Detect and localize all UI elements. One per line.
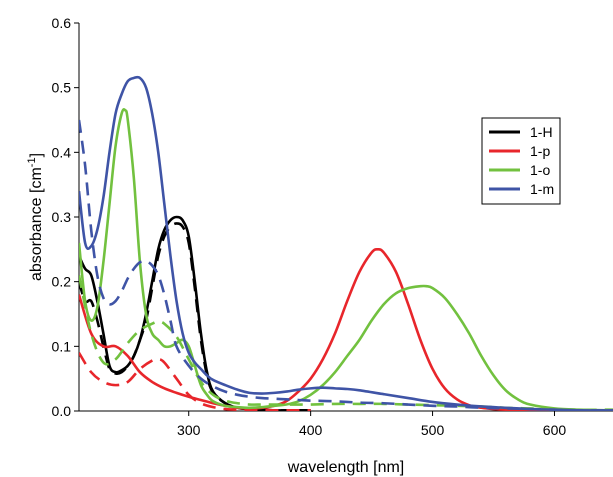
legend: 1-H 1-p 1-o 1-m (481, 117, 561, 205)
x-axis-title: wavelength [nm] (287, 459, 405, 476)
ticks: 0.0 0.1 0.2 0.3 0.4 0.5 0.6 300 400 500 600 (52, 15, 567, 438)
series-line-1-p (79, 248, 613, 411)
series-layer (79, 75, 613, 411)
y-axis-title-suffix: ] (28, 153, 45, 157)
x-tick-label: 600 (543, 422, 567, 438)
legend-label: 1-p (530, 143, 550, 159)
y-tick-label: 0.5 (52, 80, 72, 96)
y-tick-label: 0.2 (52, 274, 72, 290)
series-line-1-o (79, 107, 613, 411)
y-tick-label: 0.4 (52, 144, 72, 160)
y-axis-title: absorbance [cm-1] (26, 153, 45, 281)
x-tick-label: 300 (177, 422, 201, 438)
x-tick-label: 500 (421, 422, 445, 438)
series-line-1-p-dashed (79, 352, 311, 411)
legend-label: 1-o (530, 162, 550, 178)
series-line-1-h-dashed (79, 222, 311, 411)
y-tick-label: 0.3 (52, 209, 72, 225)
legend-label: 1-m (530, 181, 554, 197)
axes (78, 23, 613, 412)
series-line-1-m-dashed (79, 119, 613, 411)
y-tick-label: 0.0 (52, 403, 72, 419)
series-line-1-h (79, 215, 311, 411)
series-line-1-m (79, 75, 613, 411)
y-tick-label: 0.6 (52, 15, 72, 31)
legend-label: 1-H (530, 124, 553, 140)
y-tick-label: 0.1 (52, 338, 72, 354)
y-axis-title-main: absorbance [cm (28, 167, 45, 281)
y-axis-title-superscript: -1 (26, 157, 38, 167)
series-line-1-o-dashed (79, 274, 613, 411)
x-tick-label: 400 (299, 422, 323, 438)
